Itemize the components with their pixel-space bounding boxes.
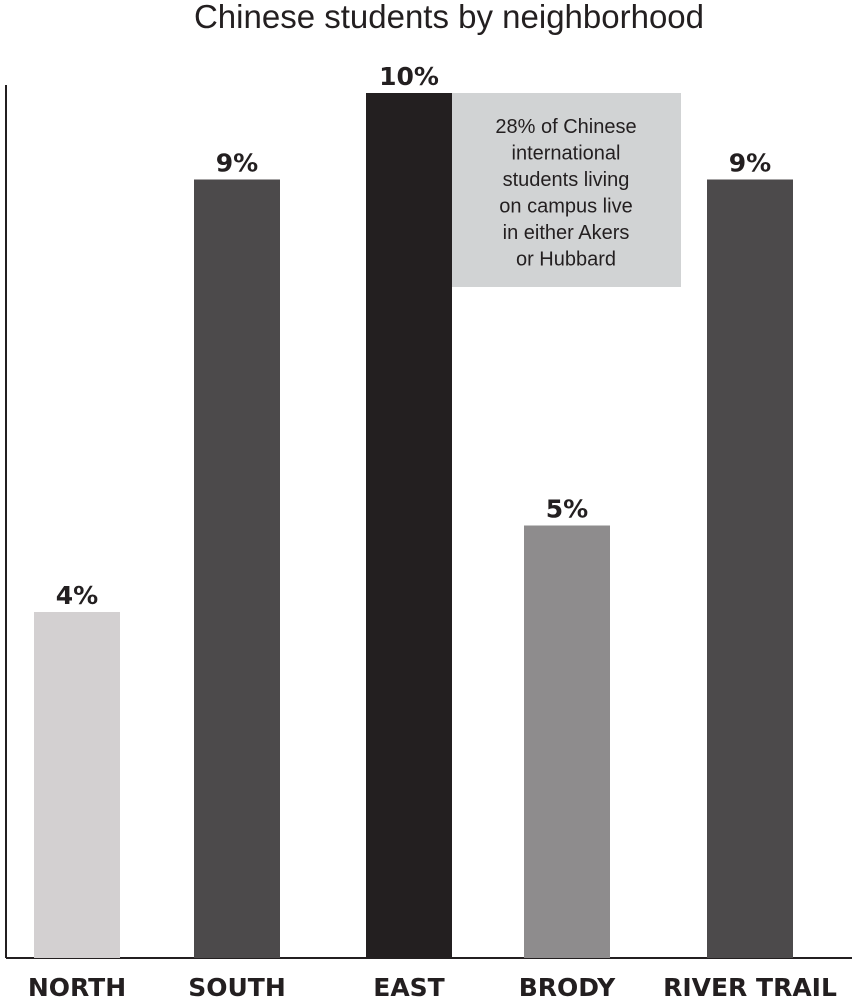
value-label-north: 4% (56, 581, 98, 610)
bars (34, 93, 793, 958)
value-labels: 4% 9% 10% 5% 9% (56, 62, 771, 610)
bar-east (366, 93, 452, 958)
annotation-line: 28% of Chinese (495, 116, 636, 138)
chart-title: Chinese students by neighborhood (194, 0, 704, 35)
category-label-east: EAST (373, 973, 444, 1000)
annotation-line: international (512, 143, 621, 165)
annotation-text: 28% of Chinese international students livi… (495, 116, 636, 271)
bar-north (34, 612, 120, 958)
annotation-line: in either Akers (503, 222, 630, 244)
annotation-line: on campus live (499, 196, 632, 218)
category-label-north: NORTH (28, 973, 126, 1000)
bar-south (194, 179, 280, 958)
annotation-box: 28% of Chinese international students livi… (452, 93, 681, 287)
category-labels: NORTH SOUTH EAST BRODY RIVER TRAIL (28, 973, 837, 1000)
category-label-south: SOUTH (188, 973, 286, 1000)
bar-river-trail (707, 179, 793, 958)
bar-brody (524, 525, 610, 958)
annotation-line: or Hubbard (516, 249, 616, 271)
value-label-south: 9% (216, 149, 258, 178)
category-label-river-trail: RIVER TRAIL (663, 973, 837, 1000)
annotation-line: students living (503, 169, 630, 191)
value-label-river-trail: 9% (729, 149, 771, 178)
annotation-background (452, 93, 681, 287)
value-label-east: 10% (379, 62, 439, 91)
value-label-brody: 5% (546, 495, 588, 524)
category-label-brody: BRODY (519, 973, 616, 1000)
